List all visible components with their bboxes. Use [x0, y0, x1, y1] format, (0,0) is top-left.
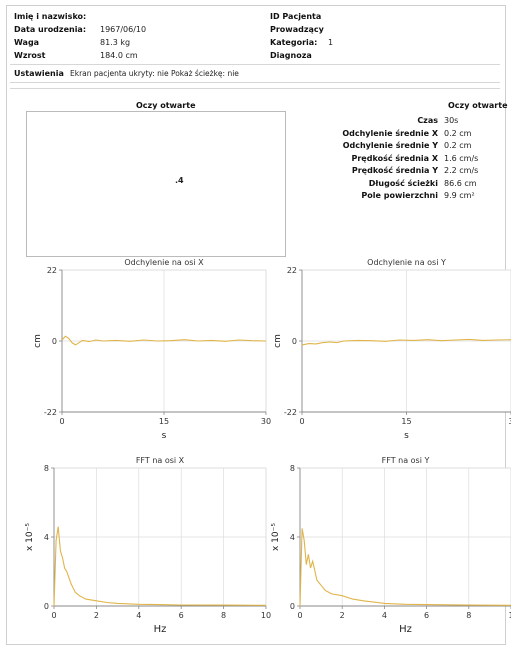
- stat-label: Odchylenie średnie X: [342, 128, 438, 138]
- x-tick-label: 15: [401, 417, 411, 426]
- series-line: [53, 526, 267, 607]
- category-label: Kategoria:: [270, 38, 318, 47]
- stat-value: 0.2 cm: [444, 141, 472, 150]
- divider: [10, 82, 500, 83]
- x-tick-label: 6: [424, 611, 429, 620]
- y-axis-label: cm: [273, 334, 283, 348]
- x-tick-label: 30: [261, 417, 271, 426]
- patient-id-label: ID Pacjenta: [270, 12, 322, 21]
- x-tick-label: 0: [297, 611, 302, 620]
- stabilogram-title: Oczy otwarte: [136, 101, 196, 110]
- chart-title: Odchylenie na osi Y: [367, 258, 446, 267]
- weight-label: Waga: [14, 38, 40, 47]
- y-tick-label: 4: [44, 533, 49, 542]
- stats-header: Oczy otwarte: [448, 101, 508, 110]
- stat-label: Prędkość średnia X: [351, 153, 439, 163]
- chart-fft-y: FFT na osi Y 0 2 4 6 8 1 8 4 0 Hz x 10⁻⁵: [271, 456, 511, 635]
- dob-label: Data urodzenia:: [14, 25, 87, 34]
- y-tick-label: 4: [290, 533, 295, 542]
- height-value: 184.0 cm: [100, 51, 138, 60]
- height-label: Wzrost: [14, 51, 46, 60]
- stat-label: Odchylenie średnie Y: [342, 141, 438, 150]
- y-tick-label: 0: [52, 337, 57, 346]
- series-line: [299, 528, 511, 607]
- x-axis-label: s: [162, 431, 167, 441]
- x-tick-label: 8: [221, 611, 226, 620]
- stat-value: 0.2 cm: [444, 128, 472, 138]
- y-axis-label: x 10⁻⁵: [25, 523, 35, 551]
- x-tick-label: 2: [94, 611, 99, 620]
- y-tick-label: -22: [44, 408, 57, 417]
- y-tick-label: 0: [290, 602, 295, 611]
- x-tick-label: 2: [340, 611, 345, 620]
- stabilogram-marker: .4: [175, 176, 184, 185]
- stat-value: 1.6 cm/s: [444, 153, 479, 163]
- stat-value: 2.2 cm/s: [444, 166, 479, 175]
- x-tick-label: 4: [136, 611, 141, 620]
- chart-title: Odchylenie na osi X: [124, 258, 204, 267]
- divider: [10, 64, 500, 65]
- y-tick-label: 8: [44, 464, 49, 473]
- x-tick-label: 1: [508, 611, 511, 620]
- x-tick-label: 4: [382, 611, 387, 620]
- chart-fft-x: FFT na osi X 0 2 4 6 8 10 8 4 0 Hz x 10⁻⁵: [25, 456, 271, 635]
- leader-label: Prowadzący: [270, 25, 324, 34]
- x-tick-label: 8: [466, 611, 471, 620]
- stat-label: Prędkość średnia Y: [351, 166, 438, 175]
- stat-label: Pole powierzchni: [361, 191, 438, 200]
- x-axis-label: s: [404, 431, 409, 441]
- y-tick-label: 0: [292, 337, 297, 346]
- weight-value: 81.3 kg: [100, 38, 131, 47]
- stat-value: 9.9 cm²: [444, 191, 475, 200]
- x-tick-label: 0: [51, 611, 56, 620]
- diagnosis-label: Diagnoza: [270, 51, 312, 60]
- y-tick-label: 22: [47, 266, 57, 275]
- stat-value: 86.6 cm: [444, 178, 477, 188]
- x-tick-label: 15: [159, 417, 169, 426]
- name-label: Imię i nazwisko:: [14, 12, 87, 21]
- chart-title: FFT na osi X: [136, 456, 185, 465]
- divider: [10, 88, 500, 89]
- y-tick-label: -22: [284, 408, 297, 417]
- y-tick-label: 0: [44, 602, 49, 611]
- series-line: [301, 338, 511, 346]
- y-tick-label: 22: [287, 266, 297, 275]
- x-axis-label: Hz: [154, 624, 167, 635]
- y-axis-label: cm: [33, 334, 43, 348]
- stat-label: Czas: [417, 116, 438, 125]
- stat-value: 30s: [444, 116, 459, 125]
- stat-label: Długość ścieżki: [368, 178, 438, 188]
- x-tick-label: 6: [179, 611, 184, 620]
- y-tick-label: 8: [290, 464, 295, 473]
- dob-value: 1967/06/10: [100, 25, 147, 34]
- y-axis-label: x 10⁻⁵: [271, 523, 281, 551]
- x-tick-label: 10: [261, 611, 271, 620]
- x-tick-label: 0: [299, 417, 304, 426]
- category-value: 1: [328, 38, 334, 47]
- x-axis-label: Hz: [399, 624, 412, 635]
- series-line: [61, 335, 267, 346]
- settings-text: Ekran pacjenta ukryty: nie Pokaż ścieżkę…: [70, 69, 239, 78]
- chart-title: FFT na osi Y: [382, 456, 430, 465]
- x-tick-label: 3: [508, 417, 511, 426]
- settings-label: Ustawienia: [14, 69, 64, 78]
- x-tick-label: 0: [59, 417, 64, 426]
- stabilogram-plot: .4: [26, 111, 286, 257]
